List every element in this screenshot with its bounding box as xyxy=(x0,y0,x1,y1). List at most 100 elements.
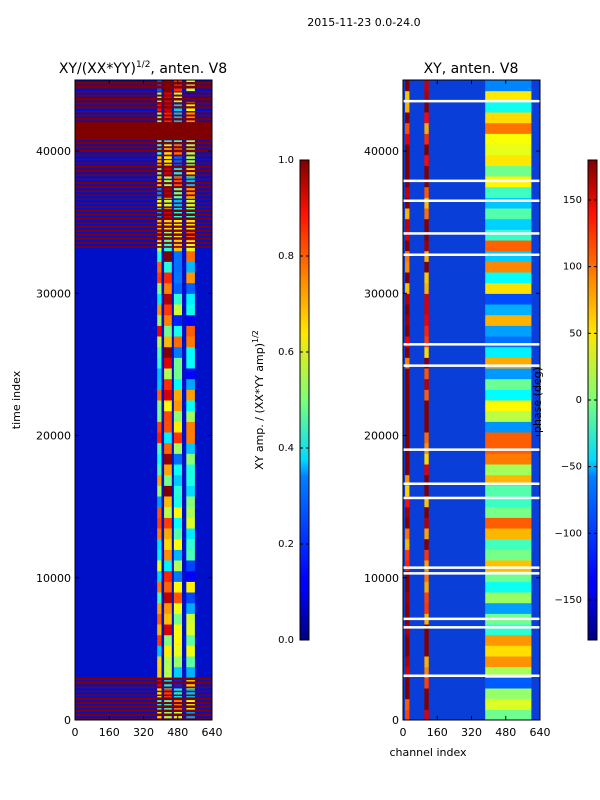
saturated-stripe xyxy=(75,686,212,689)
heatmap-cell xyxy=(485,101,532,113)
saturated-stripe xyxy=(75,85,212,89)
gap-row xyxy=(403,253,540,256)
panel-amplitude-xaxis: 0 160 320 480 640 xyxy=(72,80,223,739)
heatmap-cell xyxy=(157,560,162,572)
heatmap-cell xyxy=(157,645,162,657)
heatmap-cell xyxy=(485,602,532,614)
saturated-stripe xyxy=(75,154,212,157)
heatmap-cell xyxy=(186,378,195,390)
heatmap-cell xyxy=(173,176,182,188)
y-tick-label: 30000 xyxy=(364,287,399,300)
heatmap-cell xyxy=(405,496,410,508)
heatmap-cell xyxy=(164,624,172,636)
heatmap-cell xyxy=(164,666,172,678)
heatmap-cell xyxy=(186,517,195,529)
heatmap-cell xyxy=(157,453,162,465)
heatmap-cell xyxy=(186,560,195,572)
heatmap-cell xyxy=(405,656,410,668)
heatmap-cell xyxy=(157,517,162,529)
heatmap-cell xyxy=(164,346,172,358)
heatmap-cell xyxy=(405,634,410,646)
heatmap-cell xyxy=(186,464,195,476)
heatmap-cell xyxy=(485,165,532,177)
heatmap-cell xyxy=(485,538,532,550)
heatmap-cell xyxy=(173,432,182,444)
heatmap-cell xyxy=(405,346,410,358)
heatmap-cell xyxy=(186,154,195,166)
x-tick-label: 320 xyxy=(461,726,482,739)
heatmap-cell xyxy=(485,560,532,572)
heatmap-cell xyxy=(485,154,532,166)
heatmap-cell xyxy=(405,442,410,454)
heatmap-cell xyxy=(485,346,532,358)
heatmap-cell xyxy=(186,282,195,294)
heatmap-cell xyxy=(424,378,429,390)
heatmap-cell xyxy=(157,293,162,305)
heatmap-cell xyxy=(186,645,195,657)
heatmap-cell xyxy=(173,560,182,572)
heatmap-cell xyxy=(424,602,429,614)
heatmap-cell xyxy=(485,218,532,230)
heatmap-cell xyxy=(186,304,195,316)
heatmap-cell xyxy=(405,208,410,220)
saturated-stripe xyxy=(75,690,212,693)
heatmap-cell xyxy=(405,122,410,134)
heatmap-cell xyxy=(485,122,532,134)
heatmap-cell xyxy=(485,688,532,700)
heatmap-cell xyxy=(485,474,532,486)
panel-phase-title: XY, anten. V8 xyxy=(424,61,519,77)
heatmap-cell xyxy=(424,485,429,497)
heatmap-cell xyxy=(405,517,410,529)
heatmap-cell xyxy=(173,389,182,401)
heatmap-cell xyxy=(424,656,429,668)
heatmap-cell xyxy=(485,357,532,369)
heatmap-cell xyxy=(173,592,182,604)
heatmap-cell xyxy=(164,549,172,561)
heatmap-cell xyxy=(405,453,410,465)
heatmap-cell xyxy=(173,624,182,636)
heatmap-cell xyxy=(186,698,195,710)
saturated-stripe xyxy=(75,162,212,165)
gap-row xyxy=(403,617,540,621)
heatmap-cell xyxy=(164,592,172,604)
heatmap-cell xyxy=(405,133,410,145)
heatmap-cell xyxy=(164,400,172,412)
panel-phase-heatmap xyxy=(403,80,540,720)
heatmap-cell xyxy=(186,602,195,614)
heatmap-cell xyxy=(173,240,182,252)
heatmap-cell xyxy=(405,474,410,486)
heatmap-cell xyxy=(164,464,172,476)
heatmap-cell xyxy=(173,378,182,390)
heatmap-cell xyxy=(186,261,195,273)
colorbar-phase: −150 −100 −50 0 50 100 150 phase (deg) xyxy=(531,159,598,641)
heatmap-cell xyxy=(186,218,195,230)
colorbar-tick-label: 0.8 xyxy=(278,251,294,262)
colorbar-tick-label: 100 xyxy=(563,262,582,273)
heatmap-cell xyxy=(405,570,410,582)
heatmap-cell xyxy=(186,240,195,252)
heatmap-cell xyxy=(485,698,532,710)
saturated-stripe xyxy=(75,697,212,701)
heatmap-cell xyxy=(405,272,410,284)
heatmap-cell xyxy=(405,581,410,593)
heatmap-cell xyxy=(424,122,429,134)
heatmap-cell xyxy=(485,133,532,145)
panel-amplitude-ylabel: time index xyxy=(10,370,23,429)
heatmap-cell xyxy=(485,229,532,241)
y-tick-label: 20000 xyxy=(36,430,71,443)
heatmap-cell xyxy=(157,613,162,625)
heatmap-cell xyxy=(405,314,410,326)
heatmap-cell xyxy=(405,90,410,102)
heatmap-cell xyxy=(424,90,429,102)
heatmap-cell xyxy=(173,400,182,412)
heatmap-cell xyxy=(424,197,429,209)
heatmap-cell xyxy=(173,144,182,156)
heatmap-cell xyxy=(157,570,162,582)
heatmap-cell xyxy=(164,325,172,337)
heatmap-cell xyxy=(424,496,429,508)
heatmap-cell xyxy=(485,250,532,262)
heatmap-cell xyxy=(186,613,195,625)
heatmap-cell xyxy=(405,368,410,380)
heatmap-cell xyxy=(485,293,532,305)
heatmap-cell xyxy=(485,570,532,582)
